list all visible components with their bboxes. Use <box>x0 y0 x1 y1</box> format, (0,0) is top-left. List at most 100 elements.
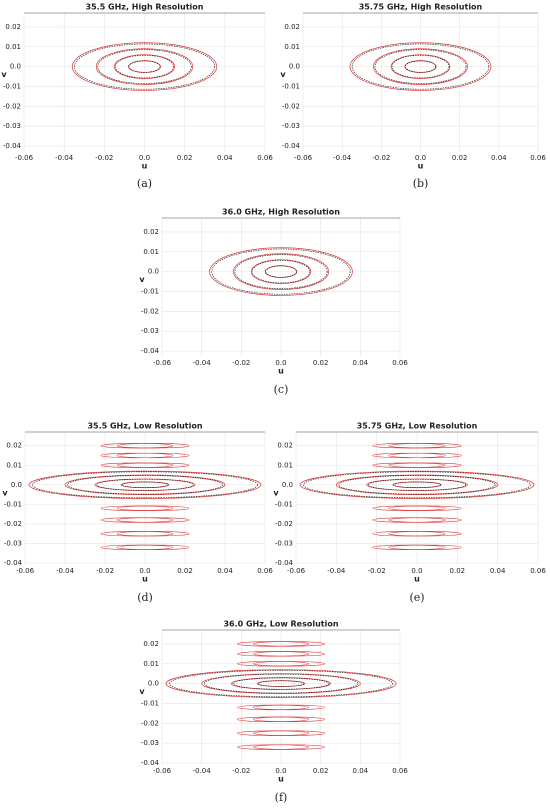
contour <box>116 517 190 523</box>
x-tick-label: -0.02 <box>232 359 250 367</box>
y-axis-label: v <box>280 70 286 79</box>
contour <box>116 452 190 459</box>
y-tick-label: -0.03 <box>282 122 300 130</box>
contour <box>28 470 262 499</box>
contour <box>128 60 161 73</box>
x-tick-label: -0.06 <box>294 154 313 162</box>
contour <box>32 471 258 499</box>
x-tick-label: 0.04 <box>217 154 233 162</box>
panel-caption: (c) <box>274 383 289 396</box>
contour <box>349 42 492 91</box>
y-axis-label: v <box>139 687 145 696</box>
contour <box>252 661 325 667</box>
contour <box>169 670 393 698</box>
y-tick-label: 0.01 <box>143 248 159 256</box>
x-tick-label: 0.02 <box>313 359 329 367</box>
contour <box>116 531 190 537</box>
contour <box>335 474 499 495</box>
contour <box>203 673 359 694</box>
y-tick-label: -0.01 <box>282 82 300 90</box>
y-tick-label: 0.01 <box>6 461 22 469</box>
x-tick-label: -0.02 <box>96 567 114 575</box>
y-tick-label: 0.0 <box>11 481 22 489</box>
contour <box>351 43 490 90</box>
contour <box>388 531 462 537</box>
x-tick-label: -0.06 <box>15 154 34 162</box>
y-axis-label: v <box>1 70 7 79</box>
x-tick-label: 0.06 <box>530 567 546 575</box>
x-tick-label: -0.02 <box>95 154 113 162</box>
contour <box>252 730 325 736</box>
contour <box>393 481 441 488</box>
contour <box>373 48 468 85</box>
y-tick-label: 0.02 <box>277 442 293 450</box>
y-tick-label: -0.02 <box>141 307 159 315</box>
x-tick-label: -0.04 <box>193 767 212 775</box>
chart-title: 35.5 GHz, High Resolution <box>86 3 204 12</box>
y-tick-label: -0.01 <box>3 82 21 90</box>
contour <box>116 443 190 449</box>
x-tick-label: -0.02 <box>372 154 390 162</box>
y-tick-label: -0.02 <box>282 102 300 110</box>
contour <box>252 744 325 750</box>
contour <box>367 478 467 491</box>
y-tick-label: 0.02 <box>143 640 159 648</box>
contour <box>128 60 161 73</box>
contour <box>231 677 331 690</box>
x-tick-label: -0.04 <box>327 567 346 575</box>
x-axis-label: u <box>278 367 284 376</box>
contour <box>299 470 535 499</box>
contour <box>391 54 450 79</box>
y-tick-label: -0.04 <box>4 559 23 567</box>
contour <box>71 42 218 91</box>
y-tick-label: -0.02 <box>3 102 21 110</box>
x-tick-label: 0.02 <box>450 567 466 575</box>
y-tick-label: 0.0 <box>289 63 300 71</box>
x-tick-label: -0.06 <box>287 567 306 575</box>
contour <box>366 478 468 492</box>
panel-caption: (f) <box>275 791 288 804</box>
y-tick-label: -0.02 <box>4 520 22 528</box>
contour <box>97 49 192 84</box>
y-tick-label: 0.02 <box>143 228 159 236</box>
x-tick-label: 0.06 <box>392 359 408 367</box>
contour <box>252 716 325 723</box>
x-tick-label: -0.04 <box>55 154 74 162</box>
y-tick-label: -0.04 <box>282 142 301 150</box>
y-tick-label: 0.01 <box>143 660 159 668</box>
y-tick-label: -0.02 <box>141 719 159 727</box>
y-tick-label: 0.02 <box>5 23 21 31</box>
contour <box>96 478 194 491</box>
y-tick-label: -0.03 <box>275 539 293 547</box>
x-tick-label: 0.02 <box>452 154 468 162</box>
x-axis-label: u <box>418 162 424 171</box>
contour <box>250 259 312 284</box>
contour <box>121 481 169 488</box>
contour <box>114 54 175 79</box>
y-tick-label: -0.02 <box>275 520 293 528</box>
chart-title: 35.75 GHz, High Resolution <box>359 3 483 12</box>
x-tick-label: 0.0 <box>411 567 422 575</box>
contour <box>265 265 297 278</box>
y-tick-label: -0.01 <box>275 500 293 508</box>
y-tick-label: 0.01 <box>5 43 21 51</box>
contour <box>116 505 190 511</box>
contour <box>251 259 311 284</box>
y-tick-label: 0.01 <box>277 461 293 469</box>
contour <box>116 544 190 551</box>
contour <box>338 475 496 495</box>
x-tick-label: 0.0 <box>275 767 286 775</box>
panel-caption: (b) <box>413 177 429 190</box>
x-axis-label: u <box>278 775 284 784</box>
x-tick-label: 0.06 <box>257 154 273 162</box>
contour <box>233 253 329 290</box>
y-tick-label: -0.04 <box>275 559 294 567</box>
contour <box>388 452 462 459</box>
y-tick-label: 0.0 <box>148 268 159 276</box>
x-tick-label: 0.06 <box>392 767 408 775</box>
contour <box>211 248 351 295</box>
x-tick-label: 0.0 <box>139 154 150 162</box>
panel-caption: (d) <box>137 591 153 604</box>
x-tick-label: -0.06 <box>16 567 35 575</box>
